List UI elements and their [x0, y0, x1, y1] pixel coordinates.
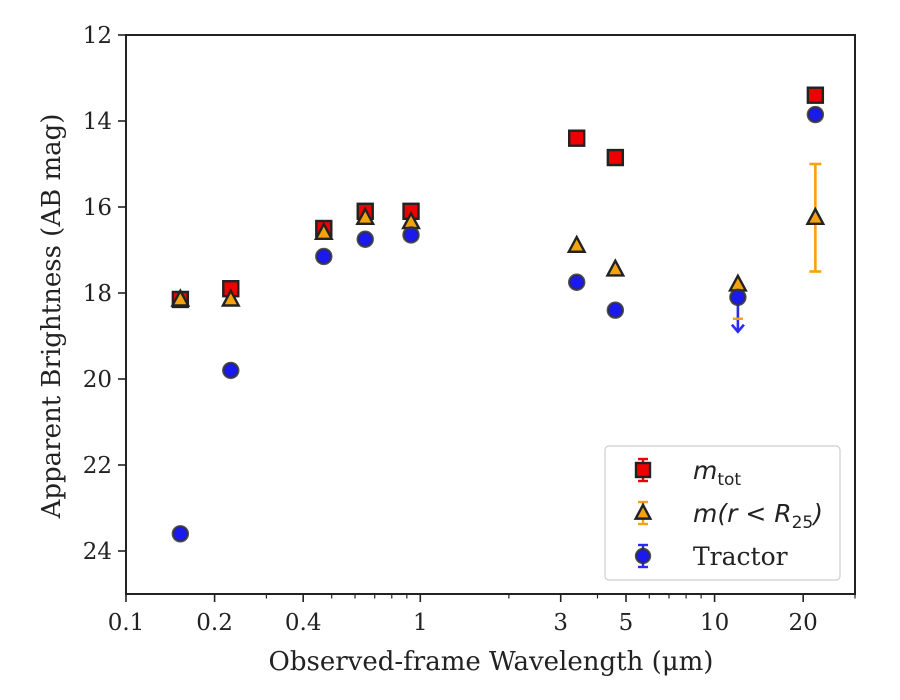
data-point [728, 273, 748, 292]
data-point [315, 247, 333, 266]
x-axis-title: Observed-frame Wavelength (μm) [269, 647, 714, 677]
data-point [171, 525, 190, 543]
legend-marker [634, 461, 652, 479]
legend: mtot m(r < R25) Tractor [604, 445, 841, 581]
data-point [566, 234, 587, 253]
y-tick-label: 22 [83, 453, 112, 479]
series-square [171, 86, 825, 309]
upper-limit-arrow [730, 323, 745, 334]
data-point [313, 221, 334, 241]
x-tick-label: 10 [700, 610, 729, 636]
legend-label: m(r < R25) [693, 499, 823, 533]
data-point [220, 288, 241, 307]
data-point [170, 288, 191, 307]
x-tick-label: 0.1 [108, 610, 145, 636]
data-point [356, 230, 374, 248]
series-triangle [170, 162, 826, 307]
series-circle [171, 105, 825, 543]
data-point [402, 226, 420, 244]
plot-frame [125, 34, 856, 595]
x-tick-label: 3 [553, 610, 568, 636]
x-tick-label: 5 [619, 610, 634, 636]
y-tick-label: 16 [83, 195, 112, 221]
y-tick-label: 18 [83, 281, 112, 307]
data-marks [170, 86, 826, 543]
data-point [805, 206, 826, 225]
legend-label: mtot [693, 456, 741, 490]
y-tick-label: 12 [83, 23, 112, 49]
axes: 0.1 0.2 0.4 1 3 5 10 20 12 14 16 18 20 22 24 [83, 23, 856, 636]
data-point [606, 148, 625, 167]
x-tick-label: 0.4 [285, 610, 322, 636]
y-tick-label: 14 [83, 109, 112, 135]
legend-label: Tractor [693, 542, 788, 571]
legend-box [604, 445, 841, 581]
x-tick-label: 20 [789, 610, 818, 636]
data-point [605, 258, 626, 277]
y-tick-label: 24 [83, 539, 112, 565]
data-point [222, 361, 240, 380]
data-point [806, 86, 825, 104]
x-tick-label: 0.2 [196, 610, 233, 636]
data-point [729, 288, 747, 306]
data-point [568, 273, 586, 291]
x-tick-label: 1 [413, 610, 428, 636]
legend-marker [633, 502, 653, 520]
legend-marker [634, 547, 652, 565]
data-point [606, 301, 625, 319]
y-axis-title: Apparent Brightness (AB mag) [37, 114, 67, 520]
data-point [568, 129, 586, 147]
data-point [355, 206, 376, 225]
data-point [806, 105, 825, 124]
y-tick-label: 20 [83, 367, 112, 393]
